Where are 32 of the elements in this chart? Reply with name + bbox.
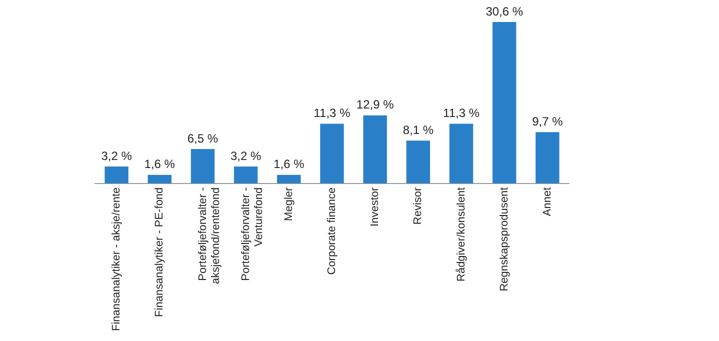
data-label: 12,9 % xyxy=(356,98,394,112)
bar xyxy=(320,124,344,184)
bar xyxy=(104,166,128,184)
data-label: 8,1 % xyxy=(402,122,434,137)
bar xyxy=(363,115,387,184)
bar xyxy=(277,174,301,184)
data-label: 6,5 % xyxy=(187,131,218,146)
x-tick-label: Megler xyxy=(282,186,295,221)
x-tick-label: Rådgiver/konsulent xyxy=(455,187,468,282)
data-label: 30,6 % xyxy=(486,4,524,18)
bar xyxy=(536,132,560,184)
x-tick-label: Finansanalytiker - aksje/rente xyxy=(110,187,123,332)
data-label: 3,2 % xyxy=(230,148,262,163)
bar xyxy=(449,124,474,184)
bar xyxy=(148,174,172,184)
x-tick-label: Porteføljeforvalter - aksjefond/rentefond xyxy=(196,186,222,284)
bar xyxy=(492,22,516,184)
bar xyxy=(406,140,430,184)
x-tick-label: Corporate finance xyxy=(326,187,338,275)
bar xyxy=(190,149,215,184)
data-label: 9,7 % xyxy=(532,114,564,128)
data-label: 1,6 % xyxy=(274,157,305,172)
x-tick-label: Finansanalytiker - PE-fond xyxy=(154,187,166,317)
bar xyxy=(234,166,258,184)
x-tick-label: Investor xyxy=(369,187,382,226)
x-tick-label: Revisor xyxy=(412,186,424,225)
x-tick-label: Annet xyxy=(541,187,554,216)
data-label: 3,2 % xyxy=(101,148,132,163)
x-tick-label: Regnskapsprodusent xyxy=(498,187,510,292)
data-label: 11,3 % xyxy=(314,106,351,120)
data-label: 11,3 % xyxy=(443,106,480,120)
data-label: 1,6 % xyxy=(144,157,176,172)
